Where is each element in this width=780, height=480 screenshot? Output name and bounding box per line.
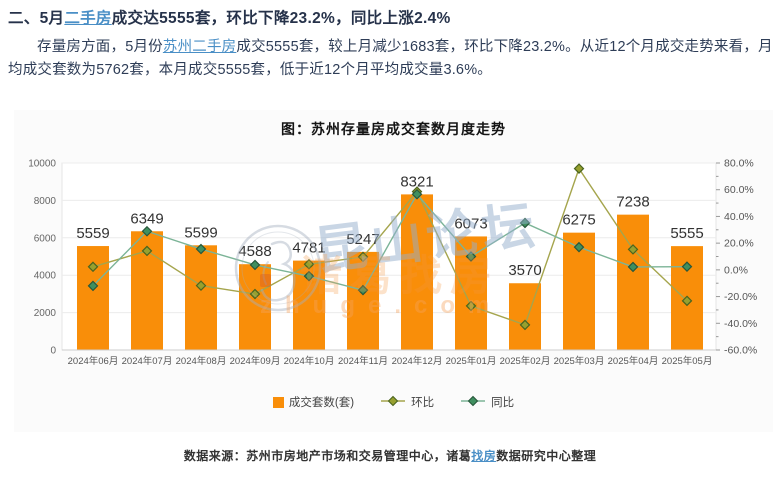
right-axis-tick-label: 60.0% [724, 184, 754, 196]
left-axis-tick-label: 4000 [34, 271, 57, 282]
bar [347, 251, 379, 350]
right-axis-tick-label: -40.0% [724, 318, 757, 330]
legend-label-mom: 环比 [411, 397, 435, 409]
diamond-marker [627, 261, 639, 273]
x-axis-label: 2025年03月 [554, 355, 605, 367]
data-source-note: 数据来源：苏州市房地产市场和交易管理中心，诸葛找房数据研究中心整理 [0, 447, 780, 464]
diamond-marker [195, 243, 207, 255]
right-axis-tick-label: 40.0% [724, 211, 754, 223]
diamond-marker [357, 251, 369, 263]
heading-text-post: 成交达5555套，环比下降23.2%，同比上涨2.4% [111, 10, 451, 27]
diamond-marker [87, 280, 99, 292]
left-axis-tick-label: 8000 [34, 196, 57, 207]
x-axis-label: 2024年11月 [338, 355, 388, 367]
bar-value-label: 3570 [508, 262, 541, 279]
diamond-marker [249, 259, 261, 271]
left-axis-tick-label: 10000 [28, 159, 56, 170]
diamond-marker [303, 258, 315, 270]
article-paragraph: 存量房方面，5月份苏州二手房成交5555套，较上月减少1683套，环比下降23.… [8, 36, 774, 82]
x-axis-label: 2024年08月 [176, 355, 227, 367]
line-series-1 [92, 167, 688, 326]
bar-value-label: 6275 [562, 212, 595, 229]
bar-value-label: 5555 [670, 225, 703, 242]
plot-area [61, 162, 717, 351]
diamond-marker [519, 319, 531, 331]
right-axis-tick-label: 20.0% [724, 238, 754, 250]
legend-line-diamond-icon [460, 395, 486, 410]
x-axis-label: 2024年12月 [392, 355, 443, 367]
legend-item-yoy: 同比 [460, 394, 514, 410]
bar [617, 214, 649, 350]
diamond-marker [681, 261, 693, 272]
footer-text-post: 数据研究中心整理 [496, 449, 597, 463]
diamond-marker [465, 300, 477, 312]
diamond-marker [87, 261, 99, 273]
diamond-marker [465, 251, 477, 262]
diamond-marker [573, 163, 585, 174]
bar-value-label: 6349 [130, 210, 163, 227]
x-axis-label: 2025年05月 [662, 355, 713, 367]
heading-link-ershoufang[interactable]: 二手房 [64, 10, 112, 27]
bar-value-label: 8321 [400, 173, 433, 190]
left-axis-tick-label: 6000 [34, 233, 57, 244]
diamond-marker [249, 288, 261, 300]
chart-card: 图：苏州存量房成交套数月度走势 0 2000 4000 6000 8000 10000 -6… [14, 110, 773, 432]
diamond-marker [627, 244, 639, 255]
paragraph-text-pre: 存量房方面，5月份 [37, 39, 163, 55]
legend-item-mom: 环比 [380, 394, 434, 410]
left-axis-tick-label: 0 [50, 346, 56, 357]
line-series-2 [92, 193, 688, 291]
bar-value-label: 7238 [616, 194, 649, 211]
diamond-marker [411, 188, 423, 200]
diamond-marker [519, 217, 531, 229]
legend-line-diamond-icon [380, 395, 406, 410]
bar-value-label: 5599 [184, 224, 217, 241]
bar [401, 194, 433, 350]
x-axis-label: 2025年02月 [500, 355, 551, 367]
diamond-marker [141, 245, 153, 257]
x-axis-label: 2024年06月 [68, 355, 119, 367]
bar-value-label: 4781 [292, 240, 325, 257]
paragraph-link-suzhou-ershoufang[interactable]: 苏州二手房 [162, 39, 237, 55]
combo-chart: 0 2000 4000 6000 8000 10000 -60.0% -40.0% -20.0%… [28, 158, 757, 368]
chart-title: 图：苏州存量房成交套数月度走势 [281, 121, 506, 137]
diamond-marker [681, 295, 693, 307]
x-axis-label: 2025年04月 [608, 355, 659, 367]
right-axis-tick-label: 80.0% [724, 158, 754, 170]
x-axis-label: 2024年09月 [230, 355, 281, 367]
x-axis-label: 2024年07月 [122, 355, 173, 367]
legend-bar-swatch-icon [272, 396, 284, 408]
bar-value-label: 5247 [346, 231, 379, 248]
x-axis-label: 2024年10月 [284, 355, 335, 367]
diamond-marker [303, 270, 315, 282]
diamond-marker [195, 280, 207, 291]
paragraph-text-post: 成交5555套，较上月减少1683套，环比下降23.2%。从近12个月成交走势来… [8, 39, 773, 79]
bar-value-label: 4588 [238, 243, 271, 260]
legend-label-bars: 成交套数(套) [288, 397, 355, 409]
diamond-marker [357, 284, 369, 296]
article-heading: 二、5月二手房成交达5555套，环比下降23.2%，同比上涨2.4% [8, 6, 774, 28]
diamond-marker [573, 241, 585, 253]
bar [185, 245, 217, 350]
diamond-marker [141, 225, 153, 237]
legend-label-yoy: 同比 [491, 397, 515, 409]
x-axis-label: 2025年01月 [446, 355, 497, 367]
bar-value-label: 6073 [454, 215, 487, 232]
bar-value-label: 5559 [76, 225, 109, 242]
right-axis-tick-label: -60.0% [724, 345, 757, 357]
right-axis-tick-label: -20.0% [724, 291, 757, 303]
footer-text-pre: 数据来源：苏州市房地产市场和交易管理中心，诸葛 [183, 449, 472, 463]
bar [239, 264, 271, 350]
footer-link-zhaofang[interactable]: 找房 [471, 449, 497, 463]
chart-legend: 成交套数(套) 环比 同比 [14, 394, 773, 410]
right-axis-tick-label: 0.0% [724, 264, 748, 276]
legend-item-bars: 成交套数(套) [272, 394, 355, 410]
heading-text-pre: 二、5月 [8, 10, 65, 27]
left-axis-tick-label: 2000 [34, 308, 57, 319]
